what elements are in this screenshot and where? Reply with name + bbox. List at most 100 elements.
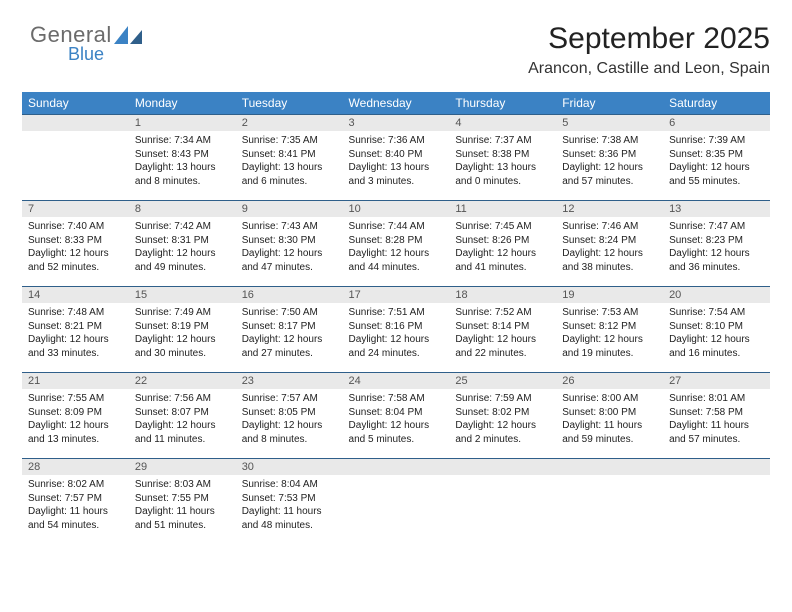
calendar-cell: 12Sunrise: 7:46 AMSunset: 8:24 PMDayligh… [556, 200, 663, 286]
calendar-cell: 10Sunrise: 7:44 AMSunset: 8:28 PMDayligh… [343, 200, 450, 286]
weekday-header: Thursday [449, 92, 556, 114]
day-details: Sunrise: 7:49 AMSunset: 8:19 PMDaylight:… [129, 303, 236, 362]
calendar-cell: 29Sunrise: 8:03 AMSunset: 7:55 PMDayligh… [129, 458, 236, 544]
day-number [22, 114, 129, 131]
calendar-cell [343, 458, 450, 544]
calendar-cell [449, 458, 556, 544]
calendar-table: Sunday Monday Tuesday Wednesday Thursday… [22, 92, 770, 544]
day-details: Sunrise: 7:40 AMSunset: 8:33 PMDaylight:… [22, 217, 129, 276]
day-details [556, 475, 663, 480]
day-details: Sunrise: 8:02 AMSunset: 7:57 PMDaylight:… [22, 475, 129, 534]
calendar-cell: 9Sunrise: 7:43 AMSunset: 8:30 PMDaylight… [236, 200, 343, 286]
day-number [663, 458, 770, 475]
day-details: Sunrise: 7:54 AMSunset: 8:10 PMDaylight:… [663, 303, 770, 362]
day-details: Sunrise: 7:36 AMSunset: 8:40 PMDaylight:… [343, 131, 450, 190]
calendar-cell: 6Sunrise: 7:39 AMSunset: 8:35 PMDaylight… [663, 114, 770, 200]
day-details: Sunrise: 8:00 AMSunset: 8:00 PMDaylight:… [556, 389, 663, 448]
day-number: 16 [236, 286, 343, 303]
day-number: 6 [663, 114, 770, 131]
day-details: Sunrise: 7:43 AMSunset: 8:30 PMDaylight:… [236, 217, 343, 276]
calendar-cell: 4Sunrise: 7:37 AMSunset: 8:38 PMDaylight… [449, 114, 556, 200]
day-details: Sunrise: 7:51 AMSunset: 8:16 PMDaylight:… [343, 303, 450, 362]
day-number: 25 [449, 372, 556, 389]
day-details: Sunrise: 8:03 AMSunset: 7:55 PMDaylight:… [129, 475, 236, 534]
day-number: 19 [556, 286, 663, 303]
day-number: 13 [663, 200, 770, 217]
day-details: Sunrise: 7:37 AMSunset: 8:38 PMDaylight:… [449, 131, 556, 190]
day-details [22, 131, 129, 136]
calendar-cell: 7Sunrise: 7:40 AMSunset: 8:33 PMDaylight… [22, 200, 129, 286]
sail-icon [114, 26, 148, 46]
day-number: 11 [449, 200, 556, 217]
day-number: 1 [129, 114, 236, 131]
day-details: Sunrise: 7:45 AMSunset: 8:26 PMDaylight:… [449, 217, 556, 276]
day-details: Sunrise: 7:44 AMSunset: 8:28 PMDaylight:… [343, 217, 450, 276]
day-number: 5 [556, 114, 663, 131]
calendar-cell: 30Sunrise: 8:04 AMSunset: 7:53 PMDayligh… [236, 458, 343, 544]
day-number: 29 [129, 458, 236, 475]
day-number: 20 [663, 286, 770, 303]
day-number: 4 [449, 114, 556, 131]
calendar-cell: 1Sunrise: 7:34 AMSunset: 8:43 PMDaylight… [129, 114, 236, 200]
day-details: Sunrise: 7:34 AMSunset: 8:43 PMDaylight:… [129, 131, 236, 190]
weekday-header-row: Sunday Monday Tuesday Wednesday Thursday… [22, 92, 770, 114]
day-details [663, 475, 770, 480]
calendar-cell: 20Sunrise: 7:54 AMSunset: 8:10 PMDayligh… [663, 286, 770, 372]
day-details: Sunrise: 7:55 AMSunset: 8:09 PMDaylight:… [22, 389, 129, 448]
calendar-cell: 21Sunrise: 7:55 AMSunset: 8:09 PMDayligh… [22, 372, 129, 458]
calendar-cell: 22Sunrise: 7:56 AMSunset: 8:07 PMDayligh… [129, 372, 236, 458]
day-number: 23 [236, 372, 343, 389]
calendar-row: 21Sunrise: 7:55 AMSunset: 8:09 PMDayligh… [22, 372, 770, 458]
day-number: 30 [236, 458, 343, 475]
day-details: Sunrise: 7:38 AMSunset: 8:36 PMDaylight:… [556, 131, 663, 190]
calendar-cell: 13Sunrise: 7:47 AMSunset: 8:23 PMDayligh… [663, 200, 770, 286]
day-details: Sunrise: 7:39 AMSunset: 8:35 PMDaylight:… [663, 131, 770, 190]
calendar-cell: 18Sunrise: 7:52 AMSunset: 8:14 PMDayligh… [449, 286, 556, 372]
day-number [449, 458, 556, 475]
day-details: Sunrise: 7:48 AMSunset: 8:21 PMDaylight:… [22, 303, 129, 362]
calendar-cell: 24Sunrise: 7:58 AMSunset: 8:04 PMDayligh… [343, 372, 450, 458]
calendar-row: 1Sunrise: 7:34 AMSunset: 8:43 PMDaylight… [22, 114, 770, 200]
calendar-cell: 11Sunrise: 7:45 AMSunset: 8:26 PMDayligh… [449, 200, 556, 286]
day-number: 3 [343, 114, 450, 131]
calendar-cell: 19Sunrise: 7:53 AMSunset: 8:12 PMDayligh… [556, 286, 663, 372]
day-details [449, 475, 556, 480]
day-number: 22 [129, 372, 236, 389]
calendar-cell: 17Sunrise: 7:51 AMSunset: 8:16 PMDayligh… [343, 286, 450, 372]
day-number: 17 [343, 286, 450, 303]
day-details: Sunrise: 7:47 AMSunset: 8:23 PMDaylight:… [663, 217, 770, 276]
calendar-cell: 3Sunrise: 7:36 AMSunset: 8:40 PMDaylight… [343, 114, 450, 200]
weekday-header: Friday [556, 92, 663, 114]
day-details: Sunrise: 7:57 AMSunset: 8:05 PMDaylight:… [236, 389, 343, 448]
day-number: 10 [343, 200, 450, 217]
calendar-cell: 5Sunrise: 7:38 AMSunset: 8:36 PMDaylight… [556, 114, 663, 200]
calendar-cell: 27Sunrise: 8:01 AMSunset: 7:58 PMDayligh… [663, 372, 770, 458]
calendar-cell: 16Sunrise: 7:50 AMSunset: 8:17 PMDayligh… [236, 286, 343, 372]
day-details: Sunrise: 7:59 AMSunset: 8:02 PMDaylight:… [449, 389, 556, 448]
weekday-header: Wednesday [343, 92, 450, 114]
calendar-cell: 2Sunrise: 7:35 AMSunset: 8:41 PMDaylight… [236, 114, 343, 200]
day-details: Sunrise: 8:01 AMSunset: 7:58 PMDaylight:… [663, 389, 770, 448]
day-details: Sunrise: 7:42 AMSunset: 8:31 PMDaylight:… [129, 217, 236, 276]
day-number: 26 [556, 372, 663, 389]
day-number: 27 [663, 372, 770, 389]
day-number: 14 [22, 286, 129, 303]
calendar-cell: 26Sunrise: 8:00 AMSunset: 8:00 PMDayligh… [556, 372, 663, 458]
day-number: 18 [449, 286, 556, 303]
calendar-row: 14Sunrise: 7:48 AMSunset: 8:21 PMDayligh… [22, 286, 770, 372]
page-location: Arancon, Castille and Leon, Spain [22, 60, 770, 78]
day-details: Sunrise: 8:04 AMSunset: 7:53 PMDaylight:… [236, 475, 343, 534]
day-number [556, 458, 663, 475]
day-number: 15 [129, 286, 236, 303]
day-number [343, 458, 450, 475]
weekday-header: Saturday [663, 92, 770, 114]
calendar-cell: 25Sunrise: 7:59 AMSunset: 8:02 PMDayligh… [449, 372, 556, 458]
calendar-row: 7Sunrise: 7:40 AMSunset: 8:33 PMDaylight… [22, 200, 770, 286]
day-details: Sunrise: 7:46 AMSunset: 8:24 PMDaylight:… [556, 217, 663, 276]
day-number: 2 [236, 114, 343, 131]
day-number: 7 [22, 200, 129, 217]
calendar-body: 1Sunrise: 7:34 AMSunset: 8:43 PMDaylight… [22, 114, 770, 544]
day-details: Sunrise: 7:58 AMSunset: 8:04 PMDaylight:… [343, 389, 450, 448]
calendar-cell: 8Sunrise: 7:42 AMSunset: 8:31 PMDaylight… [129, 200, 236, 286]
day-number: 21 [22, 372, 129, 389]
